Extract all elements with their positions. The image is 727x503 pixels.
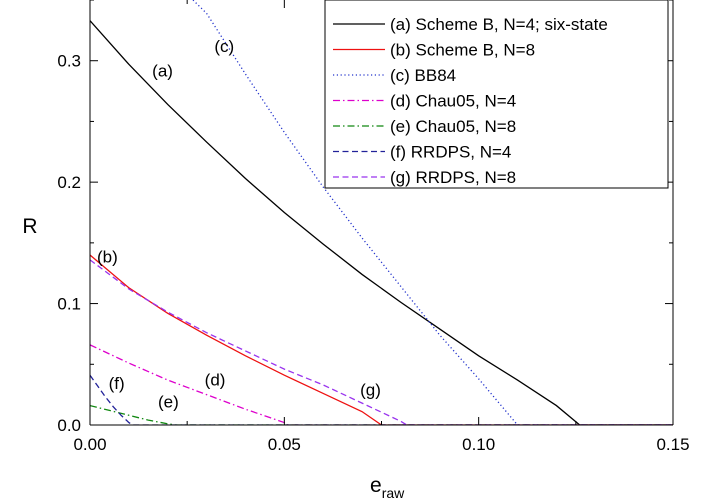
series-line-a (90, 20, 673, 425)
y-tick-label-2: 0.2 (57, 173, 81, 192)
y-axis-label: R (22, 215, 37, 238)
x-tick-label-1: 0.05 (268, 435, 301, 454)
ticks-layer: 0.00 0.05 0.10 0.15 0.0 0.1 0.2 0.3 (57, 0, 690, 454)
legend-box (324, 0, 669, 189)
curve-label-5: (f) (109, 374, 125, 393)
curve-label-layer: (a) (b) (c) (d) (e) (f) (g) (97, 37, 381, 411)
y-tick-label-3: 0.3 (57, 52, 81, 71)
legend: (a) Scheme B, N=4; six-state (b) Scheme B… (324, 0, 669, 189)
curve-label-3: (d) (205, 371, 226, 390)
series-layer (90, 0, 673, 425)
series-line-d (90, 344, 673, 425)
legend-label-e: (e) Chau05, N=8 (390, 117, 516, 136)
legend-label-d: (d) Chau05, N=4 (390, 92, 516, 111)
x-tick-label-0: 0.00 (73, 435, 106, 454)
x-tick-label-2: 0.10 (462, 435, 495, 454)
curve-label-0: (a) (152, 62, 173, 81)
y-tick-label-1: 0.1 (57, 295, 81, 314)
legend-label-f: (f) RRDPS, N=4 (390, 143, 511, 162)
curve-label-4: (e) (158, 392, 179, 411)
x-axis-label: eraw (370, 474, 405, 501)
x-tick-label-3: 0.15 (656, 435, 689, 454)
curve-label-6: (g) (360, 380, 381, 399)
x-axis-label-main: e (370, 474, 382, 497)
legend-label-g: (g) RRDPS, N=8 (390, 168, 516, 187)
y-tick-label-0: 0.0 (57, 416, 81, 435)
series-line-e (90, 404, 673, 425)
legend-label-b: (b) Scheme B, N=8 (390, 41, 535, 60)
curve-label-1: (b) (97, 247, 118, 266)
legend-items: (a) Scheme B, N=4; six-state (b) Scheme B… (333, 15, 608, 187)
legend-label-c: (c) BB84 (390, 66, 456, 85)
x-axis-label-subscript: raw (382, 485, 405, 501)
curve-label-2: (c) (214, 37, 234, 56)
legend-label-a: (a) Scheme B, N=4; six-state (390, 15, 608, 34)
series-line-g (90, 259, 673, 425)
